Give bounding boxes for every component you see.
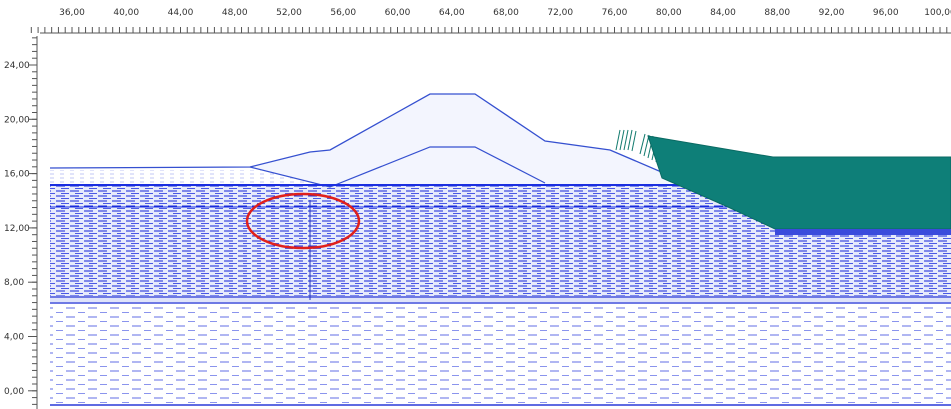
ruler-label: 80,00 — [656, 8, 682, 18]
ruler-label: 84,00 — [710, 8, 736, 18]
layer-boundary — [775, 229, 951, 235]
ruler-label: 8,00 — [4, 278, 24, 288]
ruler-label: 56,00 — [330, 8, 356, 18]
ruler-label: 20,00 — [4, 115, 30, 125]
ruler-label: 72,00 — [547, 8, 573, 18]
ruler-label: 16,00 — [4, 170, 30, 180]
ruler-label: 92,00 — [819, 8, 845, 18]
ruler-label: 64,00 — [439, 8, 465, 18]
ruler-label: 36,00 — [59, 8, 85, 18]
ruler-label: 40,00 — [113, 8, 139, 18]
ruler-label: 0,00 — [4, 387, 24, 397]
dike-body — [250, 94, 680, 186]
ruler-label: 100,00 — [924, 8, 951, 18]
ruler-label: 68,00 — [493, 8, 519, 18]
ruler-label: 88,00 — [764, 8, 790, 18]
ruler-label: 60,00 — [385, 8, 411, 18]
ruler-label: 48,00 — [222, 8, 248, 18]
ruler-label: 24,00 — [4, 61, 30, 71]
ruler-label: 76,00 — [602, 8, 628, 18]
top-ruler — [0, 0, 951, 36]
ruler-label: 12,00 — [4, 224, 30, 234]
ruler-label: 96,00 — [873, 8, 899, 18]
ruler-label: 52,00 — [276, 8, 302, 18]
soil-layer — [50, 304, 951, 404]
geo-view: 36,00 40,00 44,00 48,00 52,00 56,00 60,00 64,00… — [0, 0, 951, 409]
ruler-label: 4,00 — [4, 333, 24, 343]
ruler-label: 44,00 — [168, 8, 194, 18]
